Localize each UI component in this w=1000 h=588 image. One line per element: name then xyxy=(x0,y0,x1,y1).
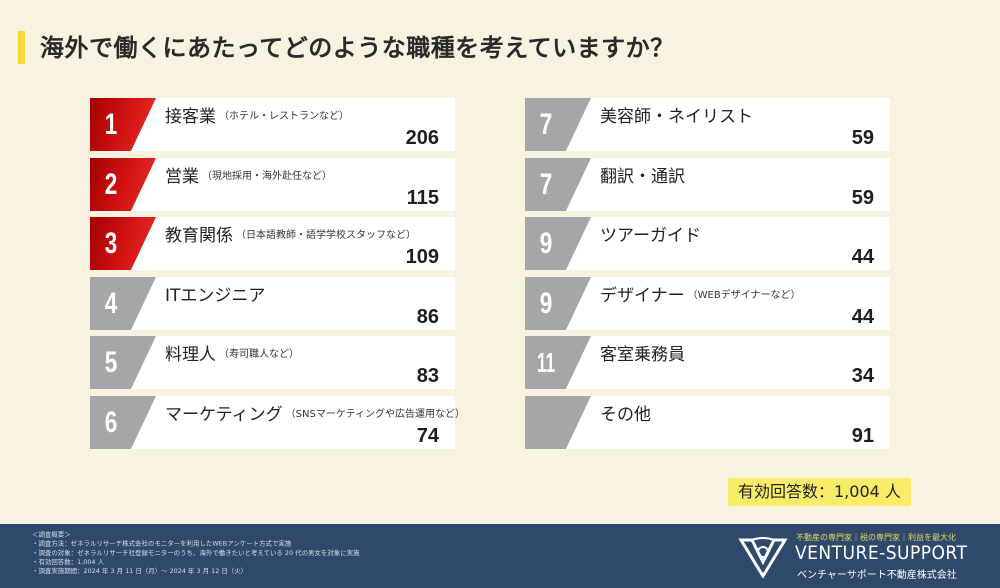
response-count: 59 xyxy=(851,127,874,149)
job-name: ツアーガイド xyxy=(600,226,701,246)
job-label: デザイナー （WEBデザイナーなど） xyxy=(600,281,801,306)
title-accent-bar xyxy=(18,31,25,64)
job-name: 営業 xyxy=(165,167,199,187)
job-label: 教育関係 （日本語教師・語学学校スタッフなど） xyxy=(165,221,416,246)
job-label: マーケティング （SNSマーケティングや広告運用など） xyxy=(165,400,465,425)
rank-number: 4 xyxy=(104,287,118,320)
ranking-card: 2 営業 （現地採用・海外赴任など） 115 xyxy=(90,158,455,211)
ranking-card: 9 デザイナー （WEBデザイナーなど） 44 xyxy=(525,277,890,330)
response-count: 206 xyxy=(405,127,439,149)
job-name: 接客業 xyxy=(165,107,216,127)
rank-number: 7 xyxy=(539,108,553,141)
job-name: 教育関係 xyxy=(165,226,233,246)
company-name: ベンチャーサポート不動産株式会社 xyxy=(797,570,957,581)
job-label: 営業 （現地採用・海外赴任など） xyxy=(165,162,332,187)
footer-tagline: 不動産の専門家｜税の専門家｜利益を最大化 xyxy=(796,533,956,542)
job-examples: （WEBデザイナーなど） xyxy=(687,290,801,301)
survey-line: ＜調査概要＞ xyxy=(32,530,71,539)
ranking-card: 6 マーケティング （SNSマーケティングや広告運用など） 74 xyxy=(90,396,465,449)
rank-number: 3 xyxy=(104,227,118,260)
total-responses: 有効回答数：1,004 人 xyxy=(728,478,911,506)
rank-number: 5 xyxy=(104,346,118,379)
job-examples: （現地採用・海外赴任など） xyxy=(202,171,332,182)
survey-summary: ＜調査概要＞ ・調査方法：ゼネラルリサーチ株式会社のモニターを利用したWEBアンケ… xyxy=(32,530,360,576)
ranking-card: 7 美容師・ネイリスト 59 xyxy=(525,98,890,151)
response-count: 86 xyxy=(416,306,439,328)
rank-number: 2 xyxy=(104,168,118,201)
ranking-card: 11 客室乗務員 34 xyxy=(525,336,890,389)
venture-support-logo-icon xyxy=(738,537,788,578)
response-count: 91 xyxy=(851,425,874,447)
response-count: 44 xyxy=(851,246,874,268)
job-label: 料理人 （寿司職人など） xyxy=(165,340,299,365)
ranking-card: その他 91 xyxy=(525,396,890,449)
job-label: ツアーガイド xyxy=(600,221,701,246)
job-name: その他 xyxy=(600,405,651,425)
job-label: 美容師・ネイリスト xyxy=(600,102,753,127)
job-label: 客室乗務員 xyxy=(600,340,685,365)
survey-line: ・調査方法：ゼネラルリサーチ株式会社のモニターを利用したWEBアンケート方式で実… xyxy=(32,540,292,548)
response-count: 74 xyxy=(416,425,439,447)
response-count: 115 xyxy=(406,187,439,209)
response-count: 44 xyxy=(851,306,874,328)
rank-number: 9 xyxy=(539,227,553,260)
rank-number: 6 xyxy=(104,406,118,439)
rank-number: 11 xyxy=(536,347,556,378)
job-name: ITエンジニア xyxy=(165,286,266,306)
survey-line: ・調査の対象：ゼネラルリサーチ社登録モニターのうち、海外で働きたいと考えている … xyxy=(32,549,360,557)
job-name: マーケティング xyxy=(165,405,283,425)
job-name: 美容師・ネイリスト xyxy=(600,107,753,127)
job-name: 料理人 xyxy=(165,345,216,365)
chart-title: 海外で働くにあたってどのような職種を考えていますか？ xyxy=(40,34,675,62)
job-label: 翻訳・通訳 xyxy=(600,162,685,187)
job-examples: （ホテル・レストランなど） xyxy=(219,111,349,122)
job-label: 接客業 （ホテル・レストランなど） xyxy=(165,102,349,127)
job-label: ITエンジニア xyxy=(165,281,265,306)
survey-line: ・調査実施期間：2024 年 3 月 11 日（月）～ 2024 年 3 月 1… xyxy=(32,567,248,576)
job-name: デザイナー xyxy=(600,286,685,306)
rank-number: 9 xyxy=(539,287,553,320)
ranking-card: 1 接客業 （ホテル・レストランなど） 206 xyxy=(90,98,455,151)
job-name: 客室乗務員 xyxy=(600,345,685,365)
rank-number: 7 xyxy=(539,168,553,201)
response-count: 59 xyxy=(851,187,874,209)
rank-number: 1 xyxy=(104,108,118,141)
job-label: その他 xyxy=(600,400,651,425)
response-count: 109 xyxy=(405,246,439,268)
rank-number xyxy=(533,396,559,449)
ranking-card: 4 ITエンジニア 86 xyxy=(90,277,455,330)
brand-name: VENTURE-SUPPORT xyxy=(795,542,968,564)
survey-line: ・有効回答数：1,004 人 xyxy=(32,558,105,566)
job-name: 翻訳・通訳 xyxy=(600,167,685,187)
ranking-card: 9 ツアーガイド 44 xyxy=(525,217,890,270)
response-count: 83 xyxy=(416,365,439,387)
job-examples: （SNSマーケティングや広告運用など） xyxy=(285,409,466,420)
ranking-card: 5 料理人 （寿司職人など） 83 xyxy=(90,336,455,389)
job-examples: （日本語教師・語学学校スタッフなど） xyxy=(236,230,416,241)
ranking-card: 3 教育関係 （日本語教師・語学学校スタッフなど） 109 xyxy=(90,217,455,270)
job-examples: （寿司職人など） xyxy=(219,349,299,360)
response-count: 34 xyxy=(851,365,874,387)
footer: ＜調査概要＞ ・調査方法：ゼネラルリサーチ株式会社のモニターを利用したWEBアンケ… xyxy=(0,524,1000,588)
ranking-card: 7 翻訳・通訳 59 xyxy=(525,158,890,211)
